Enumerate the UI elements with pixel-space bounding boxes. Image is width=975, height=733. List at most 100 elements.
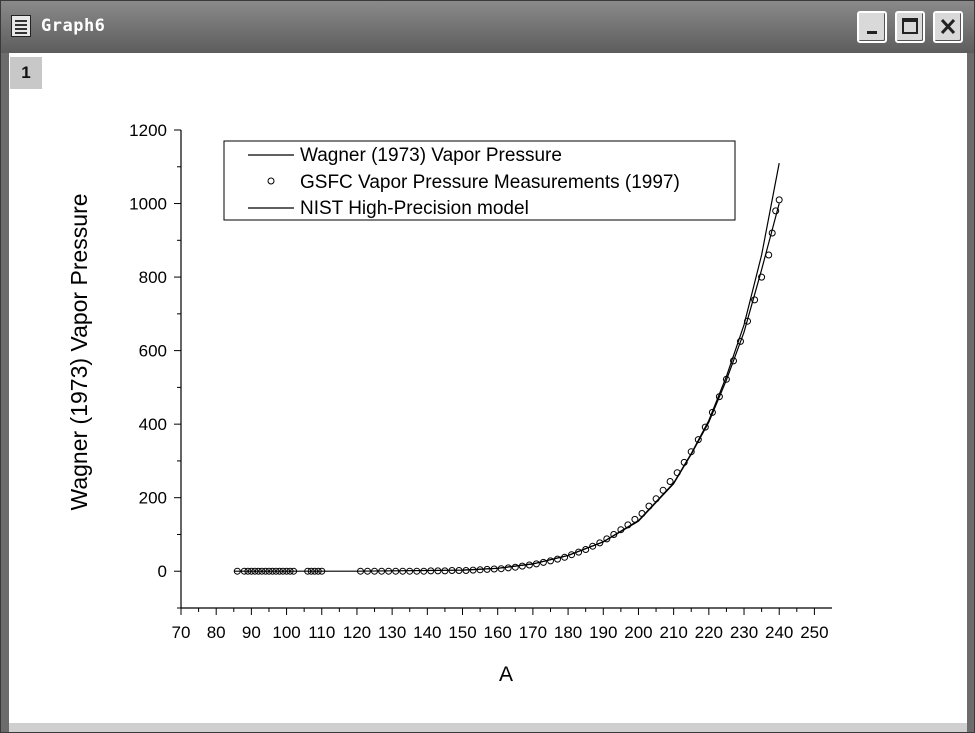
x-tick-label: 100 — [272, 623, 300, 642]
data-point — [441, 567, 449, 575]
data-point — [251, 567, 259, 575]
data-point — [406, 567, 414, 575]
minimize-icon — [867, 31, 877, 34]
data-point — [364, 567, 371, 575]
close-icon — [940, 18, 956, 35]
legend-circle-marker — [267, 177, 275, 185]
x-tick-label: 160 — [484, 623, 512, 642]
data-point — [269, 567, 276, 575]
graph-window-icon[interactable] — [11, 15, 31, 37]
data-point — [775, 196, 783, 204]
data-point — [448, 567, 456, 574]
data-point — [290, 567, 298, 575]
data-point — [751, 296, 759, 304]
legend-entry-label: Wagner (1973) Vapor Pressure — [300, 145, 562, 166]
y-tick-label: 400 — [139, 415, 167, 434]
window-title: Graph6 — [41, 16, 106, 36]
data-point — [378, 567, 386, 575]
axes: 70 80 90 100 110 120 130 140 150 160 170 180 190 200 2… — [129, 121, 832, 642]
x-tick-label: 90 — [242, 623, 261, 642]
y-tick-label: 200 — [139, 489, 167, 508]
data-point — [589, 542, 597, 550]
data-point — [307, 567, 315, 575]
data-point — [286, 567, 294, 575]
legend-entry-label: GSFC Vapor Pressure Measurements (1997) — [300, 172, 680, 193]
data-point — [392, 567, 400, 575]
x-tick-label: 230 — [730, 623, 758, 642]
title-bar[interactable]: Graph6 — [1, 1, 974, 53]
data-point — [758, 273, 766, 281]
layer-tab[interactable]: 1 — [10, 57, 42, 89]
data-point — [427, 567, 435, 575]
data-point — [311, 567, 319, 575]
data-point — [244, 567, 252, 575]
data-point — [314, 567, 322, 575]
data-point — [511, 563, 519, 571]
x-tick-label: 120 — [343, 623, 371, 642]
y-tick-label: 0 — [158, 562, 167, 581]
x-tick-label: 210 — [659, 623, 687, 642]
maximize-icon — [902, 18, 918, 34]
data-point — [399, 567, 407, 575]
data-point — [659, 486, 667, 494]
data-point — [279, 567, 287, 575]
data-point — [357, 567, 364, 575]
data-point — [434, 567, 442, 575]
x-tick-label: 110 — [308, 623, 335, 642]
data-point — [737, 337, 744, 345]
data-point — [240, 567, 248, 575]
x-tick-label: 70 — [172, 623, 191, 642]
x-tick-label: 80 — [207, 623, 226, 642]
data-point — [371, 567, 378, 575]
y-tick-label: 1000 — [129, 195, 167, 214]
series-line-0 — [233, 162, 780, 572]
maximize-button[interactable] — [895, 11, 925, 43]
x-tick-label: 170 — [519, 623, 547, 642]
x-tick-label: 130 — [378, 623, 406, 642]
y-tick-label: 800 — [139, 268, 167, 287]
data-point — [254, 567, 262, 575]
data-point — [304, 567, 312, 575]
legend: Wagner (1973) Vapor Pressure GSFC Vapor … — [223, 140, 736, 221]
y-axis-label: Wagner (1973) Vapor Pressure — [66, 193, 92, 510]
data-point — [603, 535, 611, 543]
data-point — [413, 567, 421, 575]
data-point — [631, 515, 639, 523]
data-point — [701, 423, 709, 431]
data-point — [272, 567, 280, 575]
x-tick-label: 220 — [695, 623, 723, 642]
data-point — [772, 207, 780, 215]
data-point — [722, 375, 730, 383]
data-point — [258, 567, 266, 575]
x-tick-label: 240 — [765, 623, 793, 642]
data-point — [247, 567, 255, 575]
data-point — [262, 567, 269, 575]
data-point — [596, 539, 604, 547]
minimize-button[interactable] — [857, 11, 887, 43]
data-point — [666, 478, 674, 485]
x-axis-label: A — [499, 663, 513, 686]
data-point — [385, 567, 393, 575]
x-tick-label: 140 — [413, 623, 441, 642]
x-tick-label: 180 — [554, 623, 582, 642]
data-point — [265, 567, 273, 575]
data-point — [283, 567, 291, 575]
y-tick-label: 1200 — [129, 121, 167, 140]
data-point — [715, 393, 723, 401]
x-tick-label: 250 — [800, 623, 828, 642]
close-button[interactable] — [933, 11, 963, 43]
data-point — [708, 408, 716, 416]
plot-area — [233, 162, 783, 575]
legend-entry-label: NIST High-Precision model — [300, 198, 529, 219]
data-point — [518, 562, 526, 570]
x-tick-label: 190 — [589, 623, 617, 642]
legend-box — [223, 140, 736, 221]
data-point — [504, 564, 512, 572]
series-line-2 — [462, 203, 780, 571]
data-point — [420, 567, 428, 575]
data-point — [276, 567, 283, 575]
window-bottom-edge — [9, 723, 967, 732]
x-tick-label: 150 — [448, 623, 476, 642]
